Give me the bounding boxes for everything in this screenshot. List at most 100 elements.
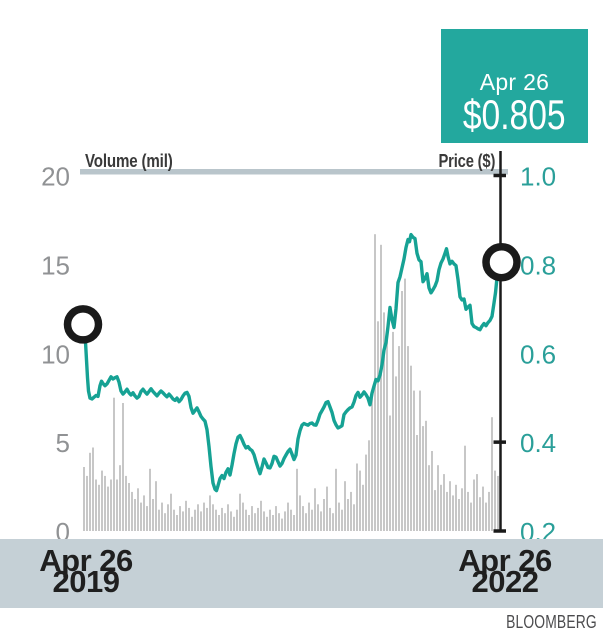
volume-bar (272, 515, 274, 531)
volume-bar (431, 451, 433, 531)
volume-bar (173, 509, 175, 531)
start-date-label: Apr 26 2019 (39, 543, 133, 597)
volume-bar (299, 495, 301, 531)
volume-bar (158, 509, 160, 531)
volume-bar (281, 518, 283, 531)
volume-bar (134, 499, 136, 531)
volume-bar (326, 486, 328, 531)
volume-bar (482, 486, 484, 531)
price-line (81, 232, 504, 493)
volume-bar (305, 513, 307, 531)
volume-bar (227, 504, 229, 531)
volume-bar (314, 488, 316, 531)
volume-bar (419, 390, 421, 531)
volume-bar (83, 467, 85, 531)
volume-bar (488, 491, 490, 531)
volume-bar (287, 502, 289, 531)
volume-bar (470, 502, 472, 531)
source-credit: BLOOMBERG (506, 612, 597, 632)
volume-bar (404, 278, 406, 531)
volume-bar (347, 499, 349, 531)
volume-bar (350, 491, 352, 531)
volume-bar (278, 513, 280, 531)
volume-bar (86, 475, 88, 531)
volume-bar (200, 511, 202, 531)
price-tick-mark (493, 440, 506, 444)
volume-bar (140, 502, 142, 531)
volume-bar (362, 484, 364, 531)
volume-bar (446, 491, 448, 531)
volume-bar (386, 335, 388, 531)
marker-end (482, 242, 521, 282)
volume-bar (440, 484, 442, 531)
price-tick-mark (493, 529, 506, 533)
end-date-line1: Apr 26 (458, 543, 552, 578)
volume-bar (224, 513, 226, 531)
volume-bar (371, 395, 373, 531)
volume-bar (401, 291, 403, 531)
price-tick-label: 0.8 (520, 250, 556, 280)
volume-bar (461, 488, 463, 531)
volume-bar (248, 515, 250, 531)
volume-bar (116, 479, 118, 531)
volume-bar (344, 481, 346, 531)
volume-bar (128, 483, 130, 531)
volume-bar (407, 346, 409, 531)
volume-bar (242, 502, 244, 531)
volume-bar (377, 321, 379, 531)
volume-bar (323, 499, 325, 531)
volume-bar (89, 452, 91, 531)
date-band: Apr 26 2019 Apr 26 2022 (0, 539, 603, 608)
price-tick-mark (493, 173, 506, 178)
volume-bar (182, 511, 184, 531)
price-axis-title: Price ($) (438, 151, 495, 171)
volume-bar (92, 447, 94, 531)
volume-tick-label: 15 (41, 250, 70, 280)
volume-bar (338, 502, 340, 531)
volume-bar (317, 504, 319, 531)
volume-bar (203, 502, 205, 531)
callout-price: $0.805 (463, 91, 566, 138)
volume-bar (356, 463, 358, 531)
volume-bar (137, 488, 139, 531)
volume-bar (236, 509, 238, 531)
volume-bar (239, 493, 241, 531)
volume-bar (485, 502, 487, 531)
volume-tick-label: 5 (56, 428, 70, 458)
volume-bar (311, 509, 313, 531)
volume-bar (302, 506, 304, 531)
volume-bar (107, 486, 109, 531)
volume-bar (437, 465, 439, 531)
price-callout: Apr 26 $0.805 (441, 29, 588, 143)
volume-bar (206, 507, 208, 531)
volume-bar (473, 479, 475, 531)
start-date-line1: Apr 26 (39, 543, 133, 578)
volume-bar (392, 331, 394, 531)
volume-bar (497, 475, 499, 531)
volume-bar (296, 468, 298, 531)
volume-bar (218, 515, 220, 531)
volume-bar (149, 468, 151, 531)
volume-bar (119, 465, 121, 531)
volume-bar (494, 470, 496, 531)
volume-bar (179, 506, 181, 531)
volume-bar (422, 426, 424, 531)
marker-start (63, 305, 103, 344)
volume-bar (176, 515, 178, 531)
volume-bar (335, 468, 337, 531)
volume-bar (308, 502, 310, 531)
volume-bar (125, 475, 127, 531)
volume-axis-title: Volume (mil) (85, 151, 173, 171)
volume-bar (398, 346, 400, 531)
volume-bar (275, 506, 277, 531)
volume-bar (365, 454, 367, 531)
volume-bar (143, 495, 145, 531)
price-tick-label: 1.0 (520, 162, 556, 192)
volume-bar (284, 511, 286, 531)
volume-bar (341, 509, 343, 531)
volume-bar (212, 504, 214, 531)
volume-bar (353, 504, 355, 531)
volume-bar (245, 509, 247, 531)
volume-bar (98, 484, 100, 531)
